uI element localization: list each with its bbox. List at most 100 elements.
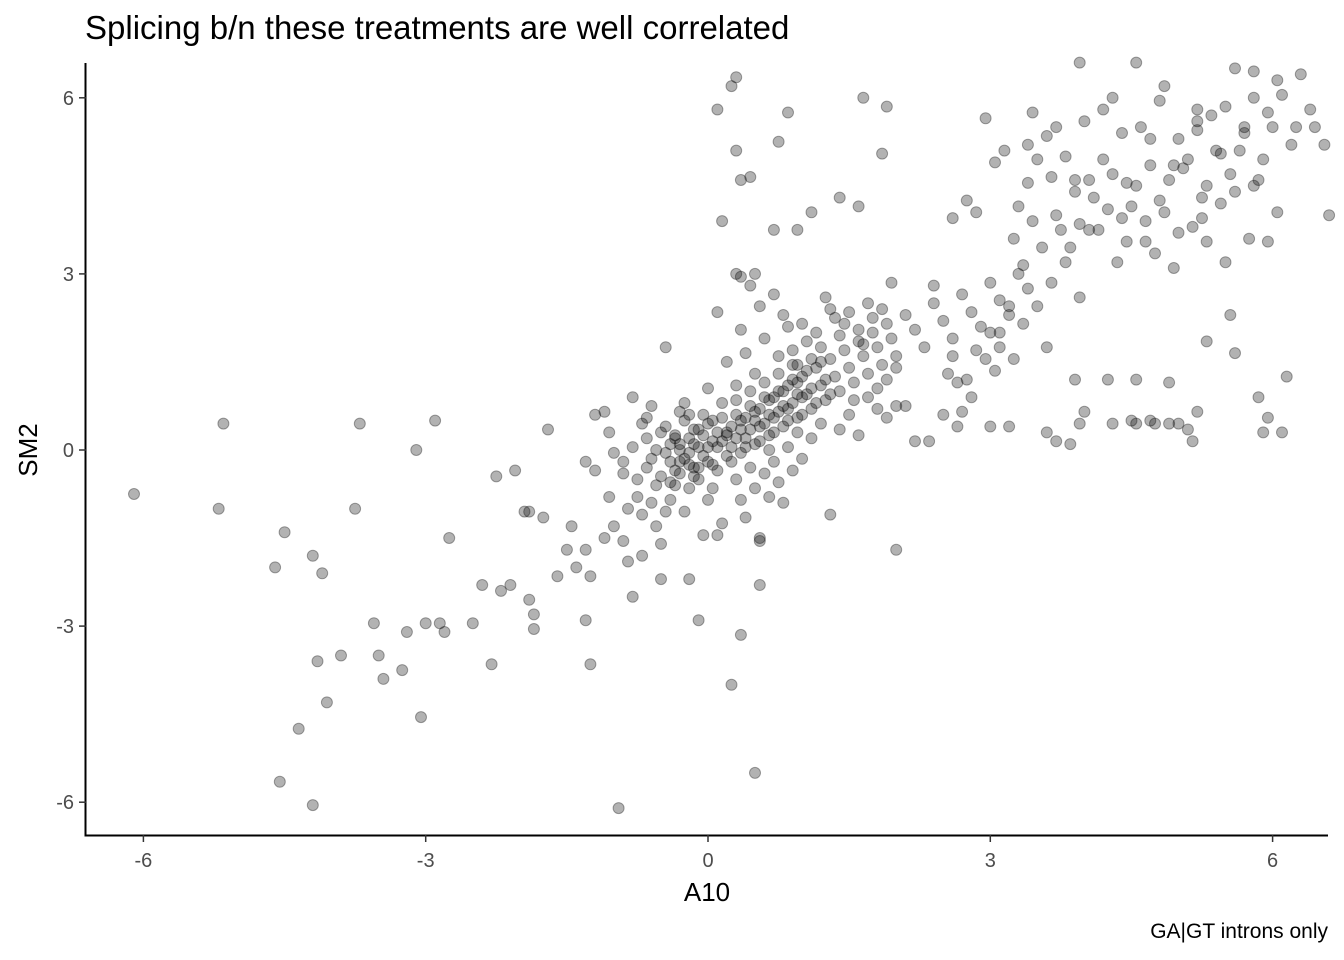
- data-point: [791, 411, 804, 424]
- data-point: [965, 391, 978, 404]
- data-point: [824, 353, 837, 365]
- data-point: [942, 367, 954, 380]
- data-point: [1285, 138, 1298, 151]
- data-point: [974, 320, 987, 333]
- data-point: [772, 350, 785, 363]
- data-point: [311, 655, 324, 668]
- data-point: [1308, 121, 1321, 134]
- data-point: [640, 461, 653, 474]
- data-point: [909, 435, 921, 448]
- data-point: [1069, 373, 1081, 386]
- data-point: [692, 614, 705, 627]
- chart-title: Splicing b/n these treatments are well c…: [85, 9, 790, 46]
- data-point: [702, 382, 714, 395]
- data-point: [655, 573, 667, 586]
- data-point: [1186, 435, 1199, 448]
- data-point: [1054, 223, 1067, 236]
- data-point: [796, 408, 809, 421]
- data-point: [692, 441, 705, 454]
- data-point: [1318, 138, 1331, 151]
- data-point: [1083, 223, 1096, 236]
- data-point: [767, 411, 780, 424]
- data-point: [796, 452, 809, 465]
- data-point: [734, 628, 747, 641]
- y-tick-label: 3: [63, 264, 74, 286]
- data-point: [753, 532, 766, 544]
- data-point: [1021, 176, 1034, 189]
- data-point: [1144, 159, 1157, 172]
- data-point: [767, 455, 780, 468]
- y-tick-label: -3: [56, 616, 74, 638]
- data-point: [880, 373, 893, 386]
- y-tick-label: -6: [56, 792, 74, 814]
- data-point: [927, 279, 940, 292]
- data-point: [1116, 127, 1128, 139]
- data-point: [269, 561, 282, 574]
- data-point: [984, 420, 997, 433]
- data-point: [1172, 417, 1185, 430]
- data-point: [993, 326, 1006, 339]
- data-point: [899, 309, 912, 321]
- data-point: [880, 317, 893, 330]
- data-point: [758, 417, 771, 430]
- data-point: [1200, 235, 1213, 248]
- data-point: [1078, 405, 1091, 418]
- data-point: [1017, 259, 1030, 272]
- data-point: [819, 291, 832, 304]
- data-point: [692, 423, 705, 436]
- data-point: [946, 332, 959, 345]
- data-point: [687, 438, 700, 451]
- data-point: [415, 711, 427, 724]
- data-point: [669, 432, 682, 445]
- data-point: [725, 420, 738, 433]
- x-tick-label: 6: [1267, 850, 1278, 872]
- data-point: [734, 270, 747, 283]
- data-point: [1007, 353, 1020, 365]
- data-point: [1323, 209, 1336, 222]
- data-point: [1196, 212, 1208, 225]
- data-point: [1040, 130, 1053, 142]
- data-point: [786, 397, 799, 409]
- data-point: [890, 361, 903, 374]
- data-point: [786, 344, 799, 357]
- data-point: [716, 517, 729, 530]
- data-point: [716, 435, 729, 448]
- data-point: [970, 206, 983, 219]
- data-point: [579, 614, 592, 627]
- data-point: [772, 405, 785, 418]
- data-point: [951, 420, 964, 433]
- data-point: [843, 361, 856, 374]
- data-point: [1050, 209, 1063, 222]
- data-point: [1200, 335, 1213, 348]
- data-point: [744, 279, 757, 292]
- data-point: [791, 426, 804, 439]
- data-point: [692, 473, 705, 486]
- data-point: [1257, 153, 1270, 166]
- data-point: [1229, 185, 1241, 198]
- chart-caption: GA|GT introns only: [1150, 920, 1328, 943]
- data-point: [1111, 256, 1124, 269]
- data-point: [579, 455, 592, 468]
- data-point: [636, 508, 649, 521]
- data-point: [1149, 247, 1161, 260]
- data-point: [537, 511, 550, 524]
- data-point: [772, 367, 785, 380]
- data-point: [800, 364, 813, 377]
- data-point: [1036, 241, 1049, 254]
- data-point: [607, 446, 620, 459]
- data-point: [1130, 179, 1143, 192]
- data-point: [1158, 206, 1171, 219]
- data-point: [720, 355, 733, 368]
- data-point: [744, 171, 757, 183]
- data-point: [753, 435, 766, 448]
- data-point: [777, 385, 790, 398]
- data-point: [683, 482, 696, 495]
- data-point: [890, 350, 903, 363]
- data-point: [687, 470, 700, 483]
- data-point: [734, 414, 747, 427]
- data-point: [847, 376, 860, 389]
- data-point: [786, 464, 799, 477]
- data-point: [598, 405, 611, 418]
- data-point: [1191, 103, 1204, 116]
- data-point: [687, 461, 700, 474]
